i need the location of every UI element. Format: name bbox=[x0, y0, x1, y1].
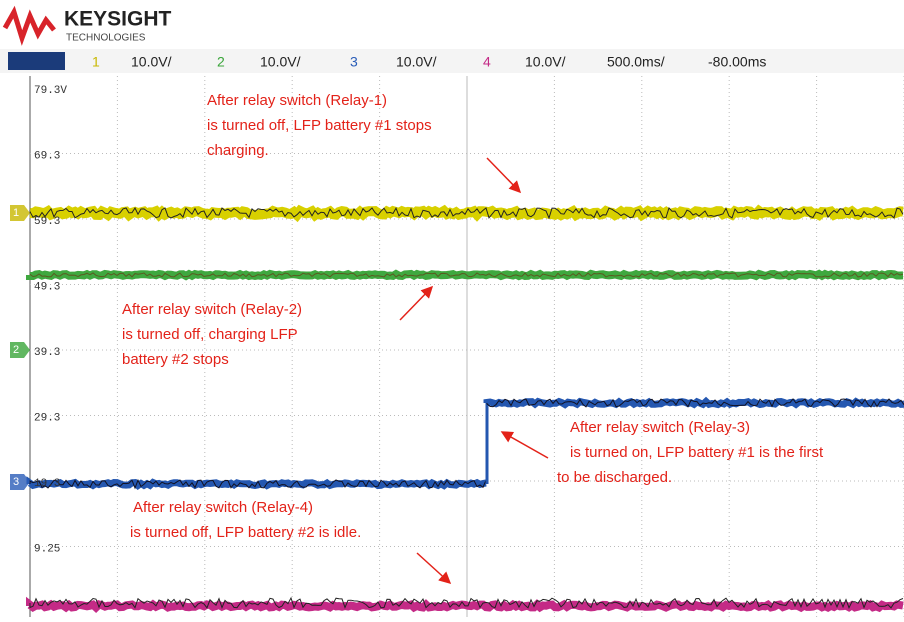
annotation: is turned off, LFP battery #2 is idle. bbox=[130, 524, 361, 541]
y-label: 19.3 bbox=[34, 478, 60, 490]
annotation: is turned off, charging LFP bbox=[122, 326, 298, 343]
annotation: After relay switch (Relay-2) bbox=[122, 301, 302, 318]
ch-marker-label: 3 bbox=[13, 476, 19, 488]
y-label: 9.25 bbox=[34, 543, 60, 555]
y-label: 49.3 bbox=[34, 281, 60, 293]
logo-icon bbox=[5, 12, 54, 38]
timebase: 500.0ms/ bbox=[607, 54, 665, 70]
annotation: After relay switch (Relay-4) bbox=[133, 499, 313, 516]
labels: 79.3V 69.3 59.3 49.3 39.3 29.3 19.3 9.25 1 2 3 Afte… bbox=[10, 85, 824, 583]
y-label: 39.3 bbox=[34, 347, 60, 359]
brand: KEYSIGHT bbox=[64, 8, 172, 31]
ch-scale: 10.0V/ bbox=[131, 54, 172, 70]
ch-number: 2 bbox=[217, 54, 225, 70]
y-label: 69.3 bbox=[34, 150, 60, 162]
annotation: charging. bbox=[207, 142, 269, 159]
ch-number: 4 bbox=[483, 54, 491, 70]
ch-scale: 10.0V/ bbox=[260, 54, 301, 70]
annotation: is turned on, LFP battery #1 is the firs… bbox=[570, 444, 824, 461]
ch-scale: 10.0V/ bbox=[525, 54, 566, 70]
y-label: 29.3 bbox=[34, 412, 60, 424]
ch-number: 1 bbox=[92, 54, 100, 70]
brand-sub: TECHNOLOGIES bbox=[66, 33, 146, 44]
ch-number: 3 bbox=[350, 54, 358, 70]
ch-scale: 10.0V/ bbox=[396, 54, 437, 70]
arrow bbox=[417, 553, 450, 583]
annotation: After relay switch (Relay-1) bbox=[207, 92, 387, 109]
annotation: After relay switch (Relay-3) bbox=[570, 419, 750, 436]
arrow bbox=[400, 287, 432, 320]
annotation: is turned off, LFP battery #1 stops bbox=[207, 117, 432, 134]
delay: -80.00ms bbox=[708, 54, 766, 70]
arrow bbox=[487, 158, 520, 192]
arrow bbox=[502, 432, 548, 458]
page: KEYSIGHT TECHNOLOGIES 1 10.0V/ 2 10.0V/ … bbox=[0, 0, 904, 617]
run-indicator bbox=[8, 52, 65, 70]
ch-marker-label: 1 bbox=[13, 207, 19, 219]
annotation: battery #2 stops bbox=[122, 351, 229, 368]
y-label: 59.3 bbox=[34, 216, 60, 228]
annotation: to be discharged. bbox=[557, 469, 672, 486]
y-label: 79.3V bbox=[34, 85, 67, 97]
scope-screen: KEYSIGHT TECHNOLOGIES 1 10.0V/ 2 10.0V/ … bbox=[0, 0, 904, 617]
ch-marker-label: 2 bbox=[13, 344, 19, 356]
